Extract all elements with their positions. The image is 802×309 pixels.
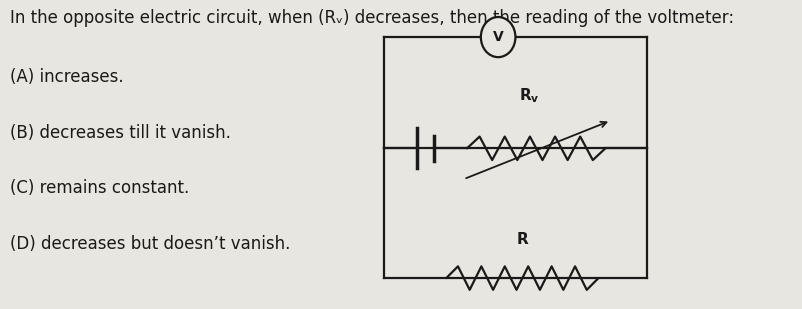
Text: (A) increases.: (A) increases.: [10, 68, 124, 86]
Text: (C) remains constant.: (C) remains constant.: [10, 179, 189, 197]
Text: In the opposite electric circuit, when (Rᵥ) decreases, then the reading of the v: In the opposite electric circuit, when (…: [10, 9, 734, 27]
Text: (B) decreases till it vanish.: (B) decreases till it vanish.: [10, 124, 231, 142]
Text: V: V: [492, 30, 503, 44]
Ellipse shape: [480, 17, 515, 57]
Text: R: R: [516, 232, 528, 247]
Text: R$_\mathregular{v}$: R$_\mathregular{v}$: [518, 86, 539, 105]
Text: (D) decreases but doesn’t vanish.: (D) decreases but doesn’t vanish.: [10, 235, 290, 253]
